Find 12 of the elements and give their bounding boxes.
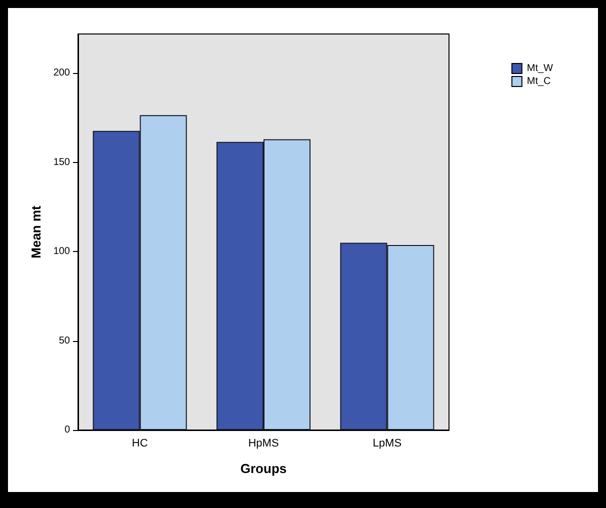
x-tick-label: HpMS [248, 438, 279, 450]
x-tick-label: LpMS [372, 438, 402, 450]
y-tick-label: 50 [58, 335, 70, 346]
y-tick-label: 200 [53, 68, 70, 79]
legend-label: Mt_W [526, 63, 554, 74]
y-tick-label: 100 [53, 246, 70, 258]
legend-label: Mt_C [526, 76, 551, 87]
x-axis-title: Groups [240, 461, 287, 476]
y-tick-label: 0 [64, 424, 70, 436]
y-tick-label: 150 [53, 156, 70, 168]
x-tick-label: HC [132, 438, 148, 450]
y-axis-title: Mean mt [28, 204, 44, 258]
